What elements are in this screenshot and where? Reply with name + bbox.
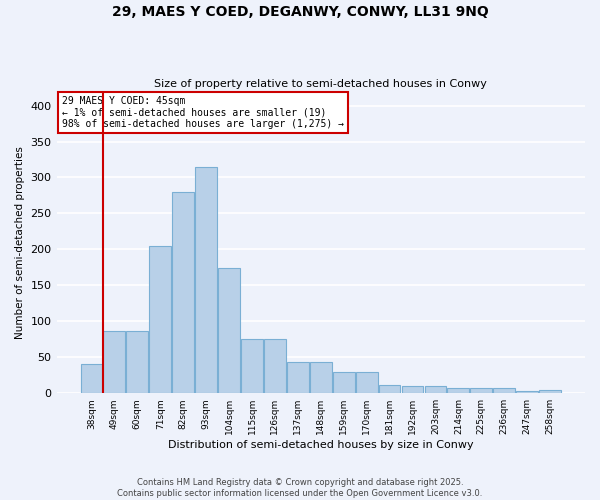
Bar bbox=[310, 362, 332, 393]
Bar bbox=[356, 372, 377, 393]
Bar bbox=[516, 391, 538, 393]
Bar bbox=[493, 388, 515, 393]
Bar bbox=[539, 390, 561, 393]
Bar bbox=[218, 268, 240, 393]
Bar bbox=[80, 364, 103, 393]
Bar bbox=[195, 166, 217, 393]
Bar bbox=[264, 340, 286, 393]
Bar bbox=[379, 384, 400, 393]
Text: Contains HM Land Registry data © Crown copyright and database right 2025.
Contai: Contains HM Land Registry data © Crown c… bbox=[118, 478, 482, 498]
X-axis label: Distribution of semi-detached houses by size in Conwy: Distribution of semi-detached houses by … bbox=[168, 440, 473, 450]
Bar bbox=[470, 388, 492, 393]
Bar bbox=[401, 386, 424, 393]
Text: 29 MAES Y COED: 45sqm
← 1% of semi-detached houses are smaller (19)
98% of semi-: 29 MAES Y COED: 45sqm ← 1% of semi-detac… bbox=[62, 96, 344, 129]
Bar bbox=[127, 332, 148, 393]
Bar bbox=[241, 340, 263, 393]
Text: 29, MAES Y COED, DEGANWY, CONWY, LL31 9NQ: 29, MAES Y COED, DEGANWY, CONWY, LL31 9N… bbox=[112, 5, 488, 19]
Bar bbox=[448, 388, 469, 393]
Bar bbox=[287, 362, 309, 393]
Bar bbox=[333, 372, 355, 393]
Bar bbox=[425, 386, 446, 393]
Y-axis label: Number of semi-detached properties: Number of semi-detached properties bbox=[15, 146, 25, 338]
Bar bbox=[149, 246, 171, 393]
Bar bbox=[172, 192, 194, 393]
Title: Size of property relative to semi-detached houses in Conwy: Size of property relative to semi-detach… bbox=[154, 79, 487, 89]
Bar bbox=[103, 332, 125, 393]
